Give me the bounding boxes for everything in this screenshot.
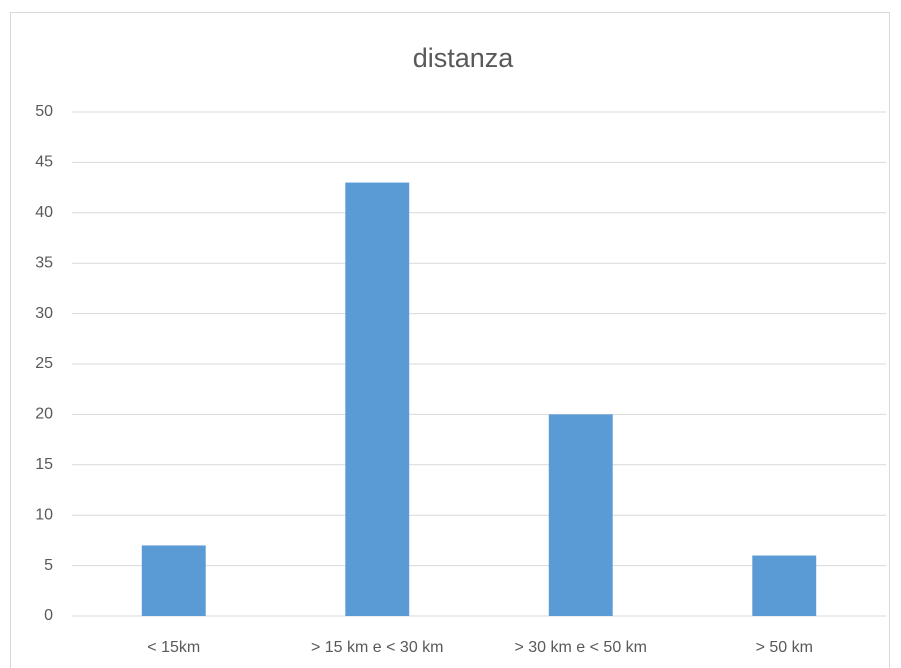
chart-title: distanza (413, 43, 515, 73)
x-tick-label: > 30 km e < 50 km (514, 639, 647, 656)
y-tick-label: 10 (35, 506, 53, 523)
y-tick-label: 35 (35, 254, 53, 271)
bar (345, 182, 410, 616)
y-tick-label: 25 (35, 355, 53, 372)
y-tick-label: 50 (35, 103, 53, 120)
y-tick-label: 40 (35, 204, 53, 221)
bar (141, 545, 206, 616)
x-tick-label: > 15 km e < 30 km (311, 639, 444, 656)
bar (752, 555, 817, 616)
x-tick-label: > 50 km (756, 639, 813, 656)
x-tick-label: < 15km (147, 639, 200, 656)
y-tick-label: 20 (35, 406, 53, 423)
y-tick-label: 5 (44, 557, 53, 574)
y-tick-label: 0 (44, 607, 53, 624)
y-tick-label: 30 (35, 305, 53, 322)
y-tick-label: 45 (35, 154, 53, 171)
bar (548, 414, 613, 616)
y-tick-label: 15 (35, 456, 53, 473)
